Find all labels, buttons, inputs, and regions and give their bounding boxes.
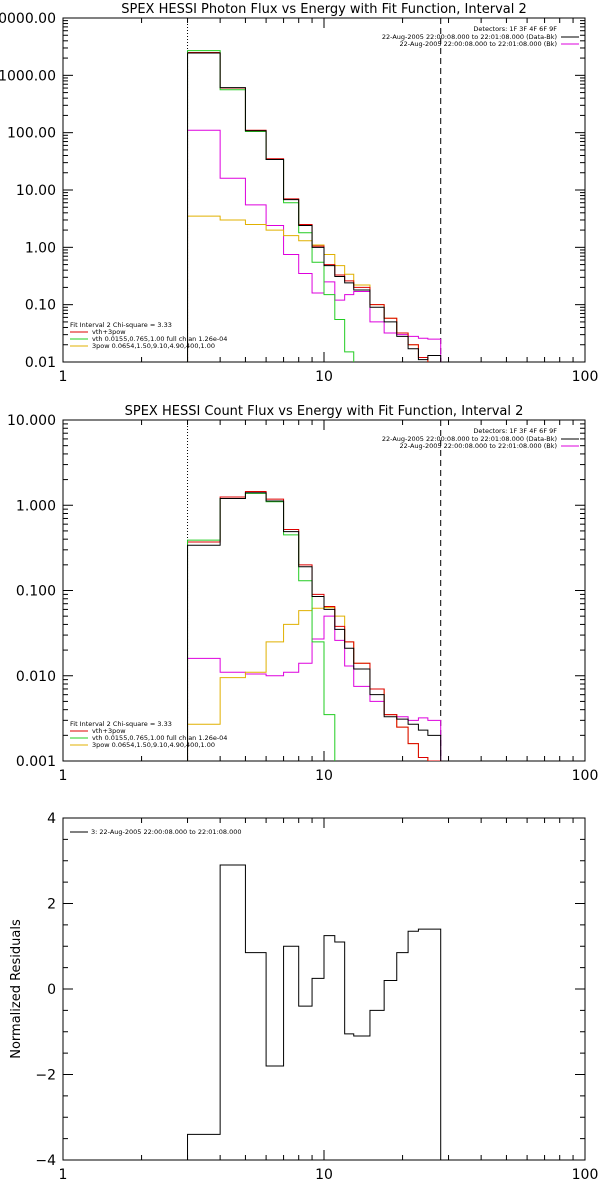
legend-entry: 22-Aug-2005 22:00:08.000 to 22:01:08.000… [382, 33, 557, 41]
chart-residuals: 1 10 100 −4 −2 0 2 4 Normalized Residuals 3: 22-A… [9, 811, 598, 1183]
y-tick-label: 1000.00 [0, 68, 56, 84]
series-3pow [187, 215, 429, 362]
series-vth-3pow [187, 52, 429, 362]
plot-frame [62, 17, 586, 363]
x-tick-label: 10 [315, 768, 333, 784]
series-data-bk [187, 492, 442, 761]
series-vth [187, 492, 336, 761]
legend-entry: 22-Aug-2005 22:00:08.000 to 22:01:08.000… [400, 40, 557, 48]
legend-entry: vth+3pow [92, 328, 126, 336]
legend-entry: 3pow 0.0654,1.50,9.10,4.90,400,1.00 [92, 342, 215, 350]
y-tick-label: 10.00 [16, 183, 56, 199]
x-tick-label: 1 [59, 1167, 68, 1183]
plot-area [187, 864, 442, 1160]
y-tick-label: −4 [35, 1153, 56, 1169]
chart-count: SPEX HESSI Count Flux vs Energy with Fit… [7, 404, 599, 784]
y-tick-label: 0.001 [16, 754, 56, 770]
chart-title: SPEX HESSI Count Flux vs Energy with Fit… [125, 404, 524, 419]
chart-title: SPEX HESSI Photon Flux vs Energy with Fi… [121, 2, 527, 17]
y-tick-label: 0.100 [16, 584, 56, 600]
y-tick-label: 100.00 [7, 126, 56, 142]
y-tick-label: 1.00 [25, 240, 56, 256]
legend-fit-title: Fit Interval 2 Chi-square = 3.33 [70, 720, 172, 728]
legend-fit-title: Fit Interval 2 Chi-square = 3.33 [70, 321, 172, 329]
legend-entry: 22-Aug-2005 22:00:08.000 to 22:01:08.000… [400, 442, 557, 450]
x-tick-label: 100 [572, 369, 599, 385]
legend-entry: 3: 22-Aug-2005 22:00:08.000 to 22:01:08.… [91, 828, 242, 836]
series-data-bk [187, 52, 442, 362]
x-tick-label: 10 [315, 369, 333, 385]
series-vth-3pow [187, 490, 442, 761]
legend-entry: vth 0.0155,0.765,1.00 full chian 1.26e-0… [92, 734, 227, 742]
y-tick-label: 0.10 [25, 298, 56, 314]
x-tick-label: 100 [572, 768, 599, 784]
y-tick-label: −2 [35, 1068, 56, 1084]
series-residuals [187, 864, 442, 1160]
y-tick-label: 10000.00 [0, 11, 56, 27]
y-tick-label: 4 [47, 811, 56, 827]
y-tick-label: 10.000 [7, 413, 56, 429]
series-bk [187, 129, 442, 362]
legend-entry: 3pow 0.0654,1.50,9.10,4.90,400,1.00 [92, 741, 215, 749]
legend-entry: vth 0.0155,0.765,1.00 full chian 1.26e-0… [92, 335, 227, 343]
series-vth [187, 50, 355, 362]
legend-entry: 22-Aug-2005 22:00:08.000 to 22:01:08.000… [382, 435, 557, 443]
legend-detectors: Detectors: 1F 3F 4F 6F 9F [473, 25, 557, 33]
y-tick-label: 0 [47, 982, 56, 998]
y-tick-label: 0.010 [16, 669, 56, 685]
legend-detectors: Detectors: 1F 3F 4F 6F 9F [473, 427, 557, 435]
plot-area [187, 50, 442, 362]
y-tick-label: 1.000 [16, 498, 56, 514]
y-tick-label: 2 [47, 897, 56, 913]
x-tick-label: 1 [59, 768, 68, 784]
x-tick-label: 100 [572, 1167, 599, 1183]
legend-entry: vth+3pow [92, 727, 126, 735]
x-tick-label: 10 [315, 1167, 333, 1183]
y-tick-label: 0.01 [25, 355, 56, 371]
x-tick-label: 1 [59, 369, 68, 385]
series-bk [187, 615, 442, 761]
series-3pow [187, 607, 442, 761]
y-axis-label: Normalized Residuals [9, 919, 24, 1059]
chart-photon: SPEX HESSI Photon Flux vs Energy with Fi… [0, 2, 598, 385]
plot-frame [62, 817, 586, 1161]
plot-area [187, 490, 442, 761]
